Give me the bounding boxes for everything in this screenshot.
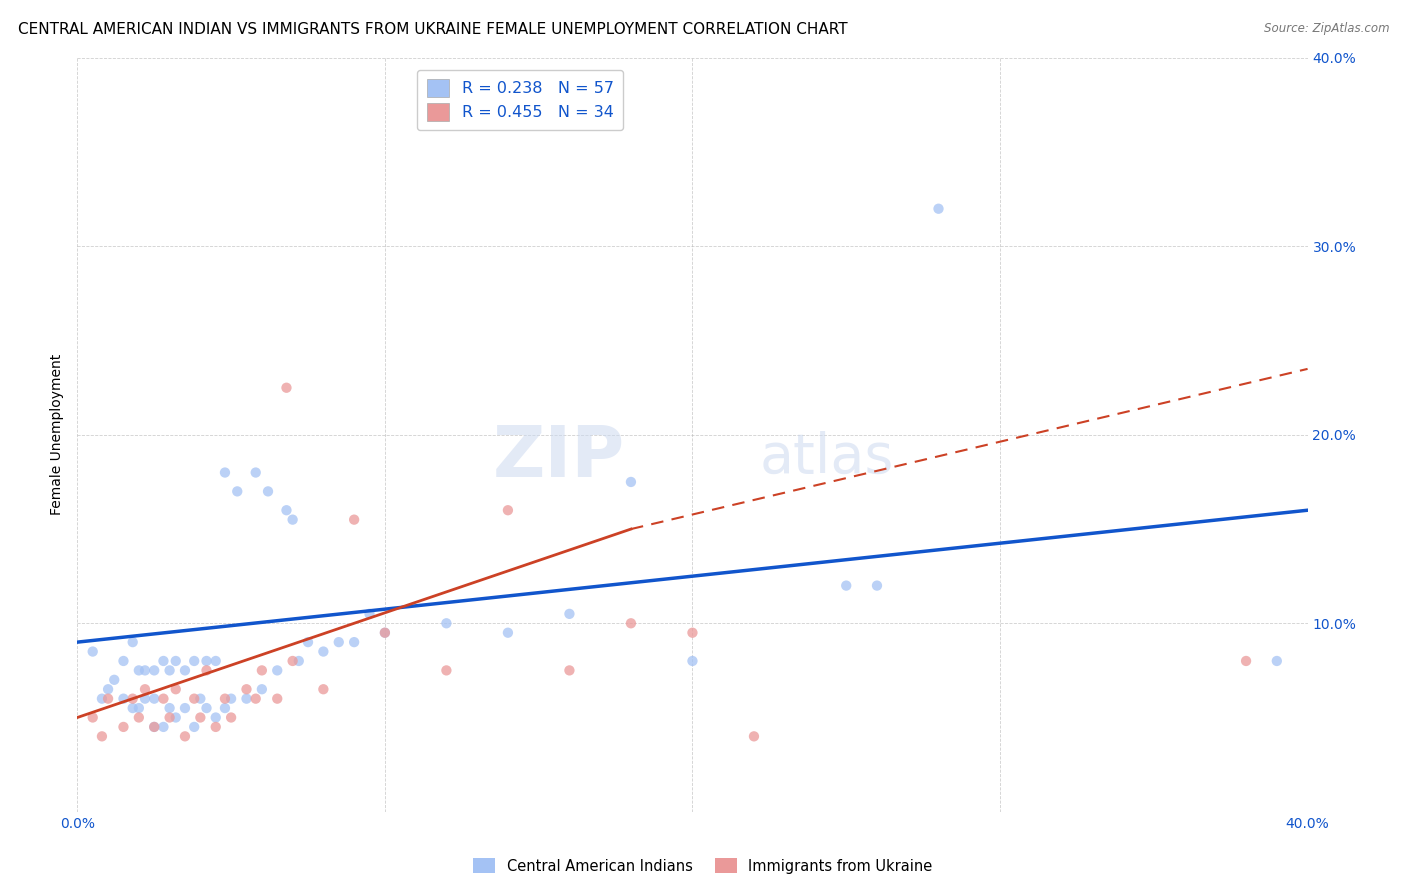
- Point: [143, 691, 166, 706]
- Point: [128, 710, 150, 724]
- Legend: R = 0.238   N = 57, R = 0.455   N = 34: R = 0.238 N = 57, R = 0.455 N = 34: [418, 70, 623, 130]
- Point: [165, 682, 187, 697]
- Point: [121, 635, 143, 649]
- Point: [112, 720, 135, 734]
- Point: [288, 654, 311, 668]
- Point: [620, 616, 643, 631]
- Point: [436, 664, 458, 678]
- Point: [97, 682, 120, 697]
- Point: [219, 710, 242, 724]
- Point: [374, 625, 396, 640]
- Point: [257, 484, 280, 499]
- Point: [312, 682, 335, 697]
- Point: [235, 691, 257, 706]
- Point: [266, 664, 288, 678]
- Point: [235, 682, 257, 697]
- Point: [174, 664, 197, 678]
- Point: [343, 635, 366, 649]
- Point: [195, 701, 218, 715]
- Point: [928, 202, 950, 216]
- Point: [174, 730, 197, 744]
- Point: [134, 691, 156, 706]
- Point: [276, 503, 298, 517]
- Point: [496, 625, 519, 640]
- Point: [359, 607, 381, 621]
- Point: [204, 654, 226, 668]
- Point: [250, 682, 273, 697]
- Point: [128, 664, 150, 678]
- Point: [82, 710, 104, 724]
- Point: [682, 654, 704, 668]
- Point: [134, 682, 156, 697]
- Point: [436, 616, 458, 631]
- Point: [1234, 654, 1257, 668]
- Point: [143, 720, 166, 734]
- Point: [374, 625, 396, 640]
- Point: [152, 720, 174, 734]
- Point: [266, 691, 288, 706]
- Text: CENTRAL AMERICAN INDIAN VS IMMIGRANTS FROM UKRAINE FEMALE UNEMPLOYMENT CORRELATI: CENTRAL AMERICAN INDIAN VS IMMIGRANTS FR…: [18, 22, 848, 37]
- Point: [214, 701, 236, 715]
- Point: [204, 710, 226, 724]
- Point: [328, 635, 350, 649]
- Point: [297, 635, 319, 649]
- Point: [152, 654, 174, 668]
- Point: [245, 691, 267, 706]
- Point: [204, 720, 226, 734]
- Point: [103, 673, 125, 687]
- Legend: Central American Indians, Immigrants from Ukraine: Central American Indians, Immigrants fro…: [468, 852, 938, 880]
- Point: [245, 466, 267, 480]
- Point: [143, 720, 166, 734]
- Point: [90, 691, 114, 706]
- Point: [165, 654, 187, 668]
- Text: atlas: atlas: [761, 431, 894, 484]
- Point: [188, 691, 212, 706]
- Point: [183, 720, 205, 734]
- Point: [97, 691, 120, 706]
- Point: [195, 664, 218, 678]
- Point: [134, 664, 156, 678]
- Text: ZIP: ZIP: [492, 423, 624, 492]
- Point: [214, 691, 236, 706]
- Point: [214, 466, 236, 480]
- Y-axis label: Female Unemployment: Female Unemployment: [51, 354, 65, 516]
- Point: [496, 503, 519, 517]
- Point: [174, 701, 197, 715]
- Point: [682, 625, 704, 640]
- Point: [250, 664, 273, 678]
- Point: [159, 701, 181, 715]
- Point: [219, 691, 242, 706]
- Point: [558, 664, 581, 678]
- Point: [1265, 654, 1288, 668]
- Point: [183, 654, 205, 668]
- Point: [620, 475, 643, 489]
- Point: [112, 654, 135, 668]
- Point: [159, 664, 181, 678]
- Point: [159, 710, 181, 724]
- Point: [742, 730, 765, 744]
- Point: [195, 654, 218, 668]
- Point: [226, 484, 249, 499]
- Point: [558, 607, 581, 621]
- Point: [281, 513, 304, 527]
- Point: [143, 664, 166, 678]
- Point: [281, 654, 304, 668]
- Point: [82, 644, 104, 658]
- Point: [866, 579, 889, 593]
- Point: [276, 381, 298, 395]
- Point: [188, 710, 212, 724]
- Point: [312, 644, 335, 658]
- Point: [183, 691, 205, 706]
- Point: [128, 701, 150, 715]
- Point: [343, 513, 366, 527]
- Point: [90, 730, 114, 744]
- Point: [121, 701, 143, 715]
- Point: [121, 691, 143, 706]
- Point: [152, 691, 174, 706]
- Point: [835, 579, 858, 593]
- Point: [165, 710, 187, 724]
- Point: [112, 691, 135, 706]
- Text: Source: ZipAtlas.com: Source: ZipAtlas.com: [1264, 22, 1389, 36]
